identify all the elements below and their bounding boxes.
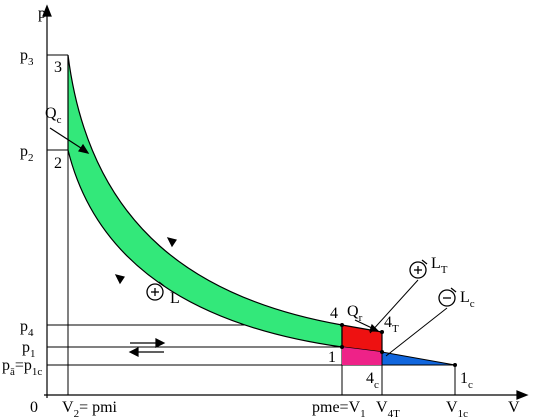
subscript: r <box>359 312 363 324</box>
axes <box>42 4 529 400</box>
arrows <box>49 127 448 357</box>
subscript: c <box>468 379 473 391</box>
label-text: = pmi <box>79 399 117 416</box>
subscript: 2 <box>28 152 34 164</box>
subscript: 1 <box>360 408 366 418</box>
label-text: V <box>62 399 74 416</box>
pressure-label: p1 <box>22 339 36 360</box>
volume-label: V2= pmi <box>62 399 118 418</box>
label-text: V <box>376 399 388 416</box>
annotation: L <box>170 290 180 307</box>
work-region <box>67 54 343 348</box>
subscript: c <box>57 114 62 126</box>
volume-label: V4T <box>376 399 400 418</box>
point-label: 1 <box>328 349 336 366</box>
annotation: Qc <box>45 105 62 126</box>
subscript: 1c <box>458 408 469 418</box>
label-text: 1 <box>328 349 336 366</box>
subscript: 4T <box>388 408 401 418</box>
label-text: 1 <box>460 370 468 387</box>
label-text: V <box>446 399 458 416</box>
compressor-region <box>381 351 456 366</box>
subscript: ā <box>10 366 15 378</box>
work-symbols <box>146 259 457 307</box>
pressure-label: p4 <box>20 318 34 339</box>
label-text: 4 <box>330 305 338 322</box>
subscript: T <box>441 264 448 276</box>
label-text: Q <box>347 303 359 320</box>
label-text: Q <box>45 105 57 122</box>
pressure-label: pā=p1c <box>2 357 42 378</box>
subscript: T <box>392 323 399 335</box>
point-label: 1c <box>460 370 473 391</box>
volume-label: pme=V1 <box>312 399 366 418</box>
label-text: =p <box>15 357 32 374</box>
label-text: 3 <box>54 59 62 76</box>
annotation: LT <box>431 255 448 276</box>
point-label: 4c <box>366 370 379 391</box>
subscript: 3 <box>28 56 34 68</box>
annotation: Lc <box>460 289 475 310</box>
point-label: 4T <box>384 314 399 335</box>
label-text: p <box>2 357 10 374</box>
label-text: p <box>20 318 28 335</box>
subscript: c <box>374 379 379 391</box>
volume-label: V1c <box>446 399 468 418</box>
origin-label: 0 <box>30 399 38 416</box>
point-label: 3 <box>54 59 62 76</box>
point-label: 4 <box>330 305 338 322</box>
y-axis-label: p <box>38 5 46 22</box>
label-text: p <box>20 47 28 64</box>
pink-region <box>342 347 382 365</box>
label-text: 2 <box>54 155 62 172</box>
label-text: pme=V <box>312 399 361 416</box>
annotation: Qr <box>347 303 363 324</box>
pressure-label: p2 <box>20 143 34 164</box>
subscript: c <box>470 298 475 310</box>
subscript: 1 <box>30 348 36 360</box>
subscript: 1c <box>32 366 43 378</box>
label-text: p <box>22 339 30 356</box>
point-label: 2 <box>54 155 62 172</box>
label-text: 4 <box>366 370 374 387</box>
label-text: L <box>431 255 441 272</box>
label-text: p <box>20 143 28 160</box>
subscript: 4 <box>28 327 34 339</box>
state-points <box>340 323 457 367</box>
label-text: L <box>170 290 180 307</box>
x-axis-label: V <box>508 399 520 416</box>
label-text: 4 <box>384 314 392 331</box>
subscript: 2 <box>74 408 80 418</box>
label-text: L <box>460 289 470 306</box>
pressure-label: p3 <box>20 47 34 68</box>
